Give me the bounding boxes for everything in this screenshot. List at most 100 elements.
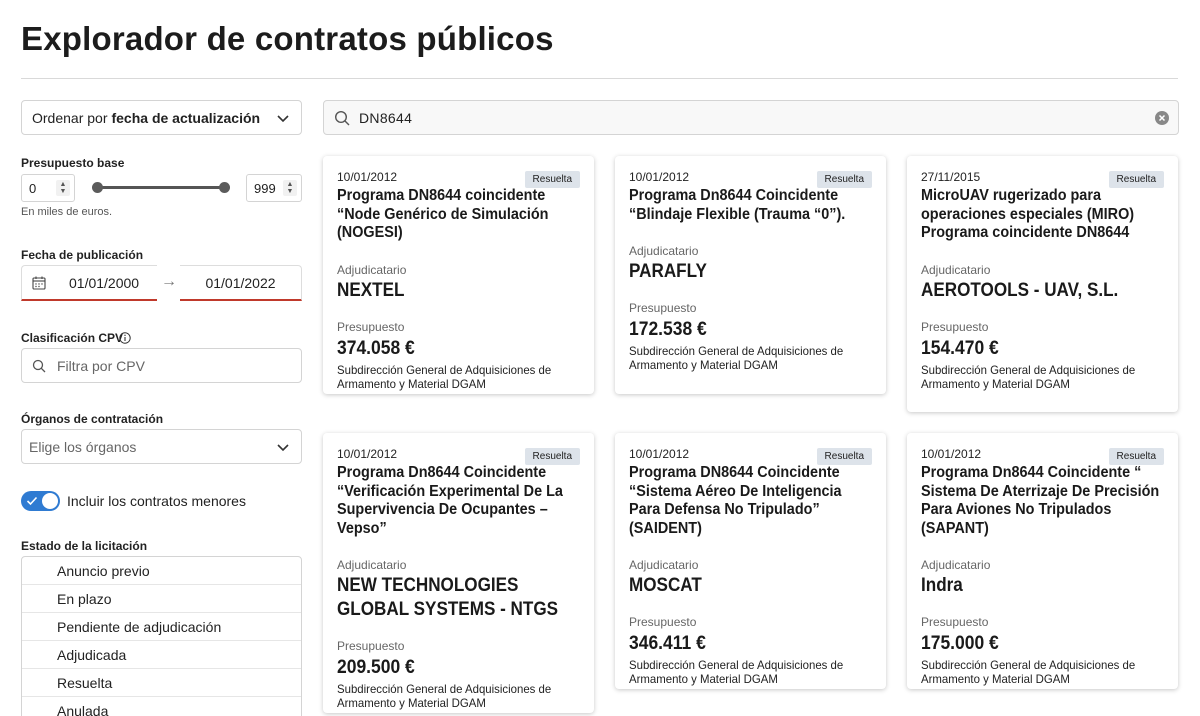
winner-label: Adjudicatario <box>629 244 699 258</box>
arrow-right-icon: → <box>161 273 177 290</box>
publication-date-label: Fecha de publicación <box>21 248 144 262</box>
sort-prefix: Ordenar por <box>32 109 108 126</box>
winner-label: Adjudicatario <box>921 558 991 572</box>
card-title[interactable]: Programa Dn8644 Coincidente “Blindaje Fl… <box>629 187 846 223</box>
winner-name: NEXTEL <box>337 279 405 301</box>
organs-placeholder: Elige los órganos <box>29 438 137 455</box>
contract-card[interactable]: 10/01/2012 Resuelta Programa DN8644 Coin… <box>615 433 886 689</box>
card-date: 10/01/2012 <box>629 447 690 461</box>
minor-contracts-toggle[interactable] <box>21 491 60 511</box>
budget-max-input[interactable]: 999 ▲ ▼ <box>246 174 302 202</box>
budget-label: Presupuesto <box>629 301 697 315</box>
info-icon[interactable] <box>119 332 131 344</box>
status-badge: Resuelta <box>1108 448 1164 465</box>
search-icon <box>32 359 46 373</box>
sort-select[interactable]: Ordenar por fecha de actualización <box>21 100 302 135</box>
budget-amount: 374.058 € <box>337 337 415 359</box>
budget-label: Presupuesto base <box>21 156 125 170</box>
status-list: Anuncio previo En plazo Pendiente de adj… <box>21 556 302 716</box>
budget-amount: 346.411 € <box>629 633 706 654</box>
budget-amount: 175.000 € <box>921 633 999 654</box>
card-date: 10/01/2012 <box>337 170 398 184</box>
contract-card[interactable]: 27/11/2015 Resuelta MicroUAV rugerizado … <box>907 156 1178 412</box>
card-title[interactable]: Programa Dn8644 Coincidente “ Sistema De… <box>921 464 1160 537</box>
status-item[interactable]: Resuelta <box>22 669 301 697</box>
budget-label: Presupuesto <box>337 319 405 334</box>
check-icon <box>26 496 38 506</box>
winner-name: MOSCAT <box>629 575 702 596</box>
status-label: Estado de la licitación <box>21 539 148 553</box>
page-title: Explorador de contratos públicos <box>21 20 554 57</box>
organs-select[interactable]: Elige los órganos <box>21 429 302 464</box>
agency-name: Subdirección General de Adquisiciones de… <box>921 658 1136 686</box>
contract-card[interactable]: 10/01/2012 Resuelta Programa Dn8644 Coin… <box>907 433 1178 689</box>
contract-card[interactable]: 10/01/2012 Resuelta Programa Dn8644 Coin… <box>323 433 594 713</box>
minor-contracts-label: Incluir los contratos menores <box>67 493 246 509</box>
chevron-down-icon <box>277 444 289 452</box>
stepper-icon[interactable]: ▲ ▼ <box>283 180 297 196</box>
status-item[interactable]: Pendiente de adjudicación <box>22 613 301 641</box>
search-value: DN8644 <box>359 109 413 126</box>
publication-date-range: 01/01/2000 → 01/01/2022 <box>21 265 302 301</box>
status-item[interactable]: Anuncio previo <box>22 557 301 585</box>
organs-label: Órganos de contratación <box>21 412 164 426</box>
winner-label: Adjudicatario <box>337 262 407 277</box>
status-item[interactable]: Anulada <box>22 697 301 716</box>
calendar-icon <box>32 276 46 290</box>
budget-slider-max-handle[interactable] <box>219 182 230 193</box>
budget-max-value: 999 <box>254 180 276 196</box>
agency-name: Subdirección General de Adquisiciones de… <box>629 658 844 686</box>
status-badge: Resuelta <box>816 171 872 188</box>
cpv-placeholder: Filtra por CPV <box>57 357 145 374</box>
winner-name: AEROTOOLS - UAV, S.L. <box>921 279 1119 301</box>
search-input[interactable]: DN8644 <box>323 100 1179 135</box>
budget-amount: 154.470 € <box>921 337 999 359</box>
budget-min-value: 0 <box>29 180 37 196</box>
budget-slider-track[interactable] <box>97 186 225 189</box>
budget-min-input[interactable]: 0 ▲ ▼ <box>21 174 75 202</box>
toggle-knob <box>42 493 58 509</box>
chevron-down-icon <box>277 115 289 123</box>
agency-name: Subdirección General de Adquisiciones de… <box>921 362 1136 391</box>
budget-label: Presupuesto <box>337 639 405 653</box>
agency-name: Subdirección General de Adquisiciones de… <box>337 682 552 710</box>
winner-name: PARAFLY <box>629 261 707 282</box>
card-title[interactable]: Programa DN8644 coincidente “Node Genéri… <box>337 187 549 241</box>
winner-label: Adjudicatario <box>337 558 407 572</box>
budget-amount: 172.538 € <box>629 319 707 340</box>
budget-slider-min-handle[interactable] <box>92 182 103 193</box>
budget-label: Presupuesto <box>921 319 989 334</box>
status-badge: Resuelta <box>524 448 580 465</box>
contract-card[interactable]: 10/01/2012 Resuelta Programa Dn8644 Coin… <box>615 156 886 394</box>
budget-label: Presupuesto <box>629 615 697 629</box>
clear-icon[interactable] <box>1155 111 1169 125</box>
card-date: 10/01/2012 <box>337 447 398 461</box>
budget-label: Presupuesto <box>921 615 989 629</box>
status-item[interactable]: Adjudicada <box>22 641 301 669</box>
stepper-icon[interactable]: ▲ ▼ <box>56 180 70 196</box>
sort-value: fecha de actualización <box>111 109 261 126</box>
date-from-input[interactable]: 01/01/2000 <box>21 265 157 301</box>
status-badge: Resuelta <box>816 448 872 465</box>
date-to-input[interactable]: 01/01/2022 <box>180 265 302 301</box>
status-item[interactable]: En plazo <box>22 585 301 613</box>
contract-card[interactable]: 10/01/2012 Resuelta Programa DN8644 coin… <box>323 156 594 394</box>
status-badge: Resuelta <box>1108 171 1164 188</box>
budget-amount: 209.500 € <box>337 657 415 678</box>
agency-name: Subdirección General de Adquisiciones de… <box>629 344 844 372</box>
cpv-label: Clasificación CPV <box>21 331 124 345</box>
card-title[interactable]: MicroUAV rugerizado para operaciones esp… <box>921 187 1135 241</box>
card-title[interactable]: Programa Dn8644 Coincidente “Verificació… <box>337 464 563 537</box>
card-title[interactable]: Programa DN8644 Coincidente “Sistema Aér… <box>629 464 842 537</box>
card-date: 10/01/2012 <box>629 170 690 184</box>
search-icon <box>334 110 350 126</box>
status-badge: Resuelta <box>524 171 580 188</box>
divider <box>21 78 1178 79</box>
cpv-filter-input[interactable]: Filtra por CPV <box>21 348 302 383</box>
card-date: 10/01/2012 <box>921 447 982 461</box>
budget-hint: En miles de euros. <box>21 206 113 218</box>
card-date: 27/11/2015 <box>921 170 981 184</box>
winner-label: Adjudicatario <box>921 262 991 277</box>
winner-name: NEW TECHNOLOGIES GLOBAL SYSTEMS - NTGS <box>337 575 559 620</box>
winner-label: Adjudicatario <box>629 558 699 572</box>
